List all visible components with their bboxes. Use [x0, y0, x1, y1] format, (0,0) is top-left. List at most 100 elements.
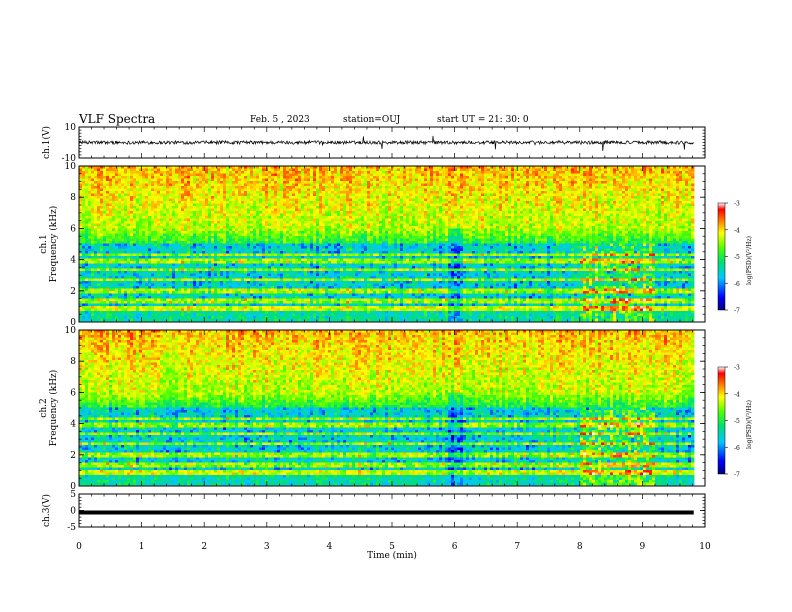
spectrogram-cell [244, 236, 248, 239]
spectrogram-cell [232, 176, 236, 179]
spectrogram-cell [130, 166, 134, 169]
spectrogram-cell [184, 253, 188, 257]
spectrogram-cell [133, 253, 137, 257]
spectrogram-cell [193, 293, 197, 297]
spectrogram-cell [250, 308, 254, 312]
spectrogram-cell [148, 181, 152, 184]
spectrogram-cell [103, 176, 107, 179]
spectrogram-cell [175, 263, 179, 267]
spectrogram-cell [145, 201, 149, 204]
spectrogram-cell [121, 176, 125, 179]
spectrogram-cell [217, 291, 221, 294]
spectrogram-cell [166, 201, 170, 204]
spectrogram-cell [106, 298, 110, 302]
spectrogram-cell [232, 283, 236, 287]
spectrogram-cell [277, 313, 281, 317]
spectrogram-cell [82, 216, 86, 219]
spectrogram-cell [172, 231, 176, 234]
spectrogram-cell [199, 318, 203, 322]
spectrogram-cell [184, 196, 188, 199]
spectrogram-cell [214, 298, 218, 302]
spectrogram-cell [313, 201, 317, 204]
spectrogram-cell [91, 281, 95, 284]
spectrogram-cell [106, 308, 110, 312]
spectrogram-cell [142, 213, 146, 217]
spectrogram-cell [247, 231, 251, 234]
spectrogram-cell [154, 193, 158, 197]
spectrogram-cell [151, 306, 155, 309]
spectrogram-cell [262, 253, 266, 257]
spectrogram-cell [121, 236, 125, 239]
spectrogram-cell [157, 263, 161, 267]
spectrogram-cell [121, 198, 125, 202]
spectrogram-cell [88, 211, 92, 214]
spectrogram-cell [214, 243, 218, 247]
spectrogram-cell [205, 283, 209, 287]
spectrogram-cell [184, 226, 188, 229]
spectrogram-cell [268, 253, 272, 257]
spectrogram-cell [121, 188, 125, 192]
spectrogram-cell [262, 236, 266, 239]
spectrogram-cell [211, 286, 215, 289]
spectrogram-cell [295, 256, 299, 259]
spectrogram-cell [298, 306, 302, 309]
spectrogram-cell [295, 183, 299, 187]
spectrogram-cell [307, 186, 311, 189]
spectrogram-cell [103, 288, 107, 292]
spectrogram-cell [283, 241, 287, 244]
spectrogram-cell [178, 241, 182, 244]
spectrogram-cell [307, 283, 311, 287]
spectrogram-cell [121, 246, 125, 249]
spectrogram-cell [253, 201, 257, 204]
spectrogram-cell [289, 208, 293, 212]
spectrogram-cell [262, 201, 266, 204]
spectrogram-cell [145, 253, 149, 257]
spectrogram-cell [97, 218, 101, 222]
spectrogram-cell [133, 186, 137, 189]
spectrogram-cell [91, 181, 95, 184]
spectrogram-cell [289, 213, 293, 217]
spectrogram-cell [301, 173, 305, 177]
spectrogram-cell [190, 271, 194, 274]
spectrogram-cell [244, 291, 248, 294]
spectrogram-cell [292, 256, 296, 259]
spectrogram-cell [241, 173, 245, 177]
spectrogram-cell [118, 213, 122, 217]
spectrogram-cell [112, 286, 116, 289]
spectrogram-cell [199, 286, 203, 289]
spectrogram-cell [133, 286, 137, 289]
spectrogram-cell [271, 226, 275, 229]
spectrogram-cell [244, 271, 248, 274]
spectrogram-cell [202, 261, 206, 264]
spectrogram-cell [205, 178, 209, 182]
spectrogram-cell [118, 208, 122, 212]
spectrogram-cell [97, 223, 101, 227]
spectrogram-cell [205, 223, 209, 227]
spectrogram-cell [178, 183, 182, 187]
spectrogram-cell [175, 178, 179, 182]
spectrogram-cell [313, 168, 317, 172]
spectrogram-cell [235, 248, 239, 252]
spectrogram-cell [157, 173, 161, 177]
spectrogram-cell [139, 273, 143, 277]
spectrogram-cell [280, 203, 284, 207]
spectrogram-cell [85, 258, 89, 262]
spectrogram-cell [163, 283, 167, 287]
spectrogram-cell [136, 316, 140, 319]
spectrogram-cell [145, 196, 149, 199]
spectrogram-cell [178, 181, 182, 184]
spectrogram-cell [181, 216, 185, 219]
spectrogram-cell [277, 201, 281, 204]
spectrogram-cell [229, 261, 233, 264]
spectrogram-cell [166, 256, 170, 259]
spectrogram-cell [295, 231, 299, 234]
spectrogram-cell [115, 206, 119, 209]
spectrogram-cell [106, 283, 110, 287]
spectrogram-cell [277, 178, 281, 182]
spectrogram-cell [91, 313, 95, 317]
spectrogram-cell [289, 296, 293, 299]
spectrogram-cell [184, 193, 188, 197]
spectrogram-cell [133, 168, 137, 172]
spectrogram-cell [163, 248, 167, 252]
spectrogram-cell [151, 301, 155, 304]
